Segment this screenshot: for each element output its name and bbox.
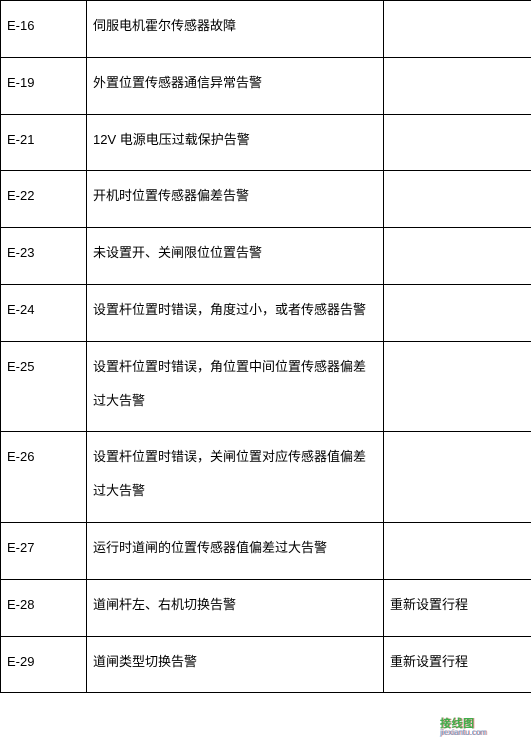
cell-description: 道闸类型切换告警 (87, 636, 384, 693)
table-row: E-26 设置杆位置时错误，关闸位置对应传感器值偏差过大告警 (1, 432, 531, 523)
cell-description: 道闸杆左、右机切换告警 (87, 579, 384, 636)
cell-fix: 重新设置行程 (384, 579, 531, 636)
cell-fix (384, 284, 531, 341)
cell-description: 设置杆位置时错误，角位置中间位置传感器偏差过大告警 (87, 341, 384, 432)
page-container: { "table": { "columns": [ { "key": "code… (0, 0, 531, 693)
table-row: E-16 伺服电机霍尔传感器故障 (1, 1, 531, 58)
table-row: E-29 道闸类型切换告警 重新设置行程 (1, 636, 531, 693)
cell-description: 设置杆位置时错误，角度过小，或者传感器告警 (87, 284, 384, 341)
watermark-logo: 接线图 jiexiantu.com (440, 715, 487, 737)
cell-description: 伺服电机霍尔传感器故障 (87, 1, 384, 58)
table-row: E-23 未设置开、关闸限位位置告警 (1, 228, 531, 285)
cell-description: 未设置开、关闸限位位置告警 (87, 228, 384, 285)
cell-fix: 重新设置行程 (384, 636, 531, 693)
cell-code: E-27 (1, 522, 87, 579)
table-row: E-28 道闸杆左、右机切换告警 重新设置行程 (1, 579, 531, 636)
cell-fix (384, 1, 531, 58)
cell-code: E-24 (1, 284, 87, 341)
cell-code: E-26 (1, 432, 87, 523)
cell-code: E-23 (1, 228, 87, 285)
table-row: E-25 设置杆位置时错误，角位置中间位置传感器偏差过大告警 (1, 341, 531, 432)
cell-fix (384, 432, 531, 523)
cell-description: 设置杆位置时错误，关闸位置对应传感器值偏差过大告警 (87, 432, 384, 523)
table-row: E-19 外置位置传感器通信异常告警 (1, 57, 531, 114)
cell-fix (384, 114, 531, 171)
table-row: E-24 设置杆位置时错误，角度过小，或者传感器告警 (1, 284, 531, 341)
cell-fix (384, 228, 531, 285)
cell-code: E-21 (1, 114, 87, 171)
cell-description: 外置位置传感器通信异常告警 (87, 57, 384, 114)
watermark-line2: jiexiantu.com (440, 728, 487, 737)
cell-code: E-16 (1, 1, 87, 58)
cell-fix (384, 171, 531, 228)
cell-code: E-22 (1, 171, 87, 228)
cell-code: E-28 (1, 579, 87, 636)
cell-code: E-25 (1, 341, 87, 432)
error-code-table: E-16 伺服电机霍尔传感器故障 E-19 外置位置传感器通信异常告警 E-21… (0, 0, 531, 693)
cell-code: E-29 (1, 636, 87, 693)
table-row: E-27 运行时道闸的位置传感器值偏差过大告警 (1, 522, 531, 579)
cell-fix (384, 57, 531, 114)
cell-fix (384, 522, 531, 579)
cell-description: 12V 电源电压过载保护告警 (87, 114, 384, 171)
table-row: E-21 12V 电源电压过载保护告警 (1, 114, 531, 171)
cell-description: 运行时道闸的位置传感器值偏差过大告警 (87, 522, 384, 579)
cell-fix (384, 341, 531, 432)
table-row: E-22 开机时位置传感器偏差告警 (1, 171, 531, 228)
cell-description: 开机时位置传感器偏差告警 (87, 171, 384, 228)
cell-code: E-19 (1, 57, 87, 114)
